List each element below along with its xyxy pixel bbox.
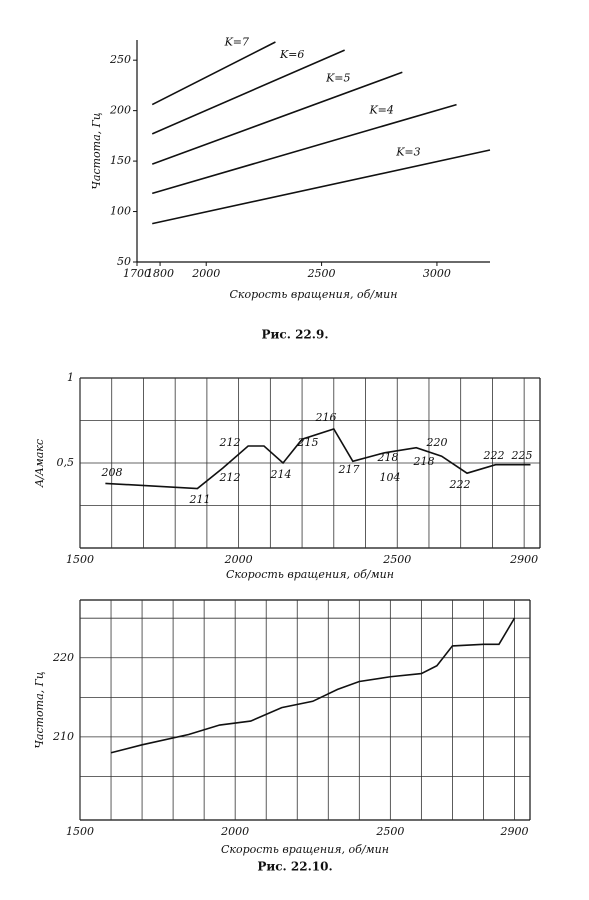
series-label: K=3 [395, 146, 420, 159]
y-tick-label: 50 [117, 255, 131, 268]
x-tick-label: 2500 [375, 825, 404, 838]
annotation: 218 [413, 455, 435, 468]
x-tick-label: 2900 [499, 825, 528, 838]
y-axis-label: Частота, Гц [33, 671, 46, 749]
annotation: 212 [219, 436, 241, 449]
y-axis-label: Частота, Гц [90, 112, 103, 190]
x-tick-label: 2500 [307, 267, 336, 280]
series-label: K=6 [279, 48, 304, 61]
annotation: 211 [189, 493, 211, 506]
annotation: 222 [483, 449, 505, 462]
y-tick-label: 250 [109, 53, 131, 66]
y-tick-label: 200 [109, 104, 131, 117]
annotation: 212 [219, 471, 241, 484]
annotation: 218 [377, 451, 399, 464]
x-tick-label: 3000 [423, 267, 451, 280]
caption: Рис. 22.10. [257, 860, 332, 874]
x-tick-label: 1500 [66, 553, 94, 566]
x-tick-label: 2500 [382, 553, 411, 566]
y-tick-label: 150 [110, 154, 131, 167]
x-tick-label: 2000 [191, 267, 220, 280]
x-tick-label: 1700 [123, 267, 151, 280]
x-axis-label: Скорость вращения, об/мин [226, 568, 394, 581]
x-tick-label: 2000 [224, 553, 253, 566]
data-line [151, 49, 345, 135]
annotation: 217 [338, 463, 360, 476]
series-label: K=7 [224, 36, 249, 49]
annotation: 216 [315, 411, 337, 424]
x-axis-label: Скорость вращения, об/мин [221, 843, 389, 856]
x-tick-label: 2000 [220, 825, 249, 838]
x-tick-label: 1800 [146, 267, 174, 280]
annotation: 220 [426, 436, 448, 449]
y-tick-label: 1 [67, 371, 74, 384]
data-line [152, 149, 491, 225]
y-tick-label: 100 [110, 205, 131, 218]
y-tick-label: 0,5 [57, 456, 75, 469]
y-tick-label: 220 [52, 651, 74, 664]
data-line [151, 41, 276, 106]
caption: Рис. 22.9. [262, 328, 329, 342]
data-line [105, 428, 531, 490]
y-tick-label: 210 [52, 730, 74, 743]
x-tick-label: 2900 [509, 553, 538, 566]
x-tick-label: 1500 [66, 825, 94, 838]
annotation: 104 [380, 471, 401, 484]
data-line [151, 71, 403, 165]
annotation: 215 [297, 436, 319, 449]
x-axis-label: Скорость вращения, об/мин [230, 288, 398, 301]
annotation: 214 [270, 468, 292, 481]
annotation: 222 [449, 478, 471, 491]
y-axis-label: A/Aмакс [33, 439, 46, 488]
data-line [152, 103, 457, 195]
annotation: 208 [101, 466, 123, 479]
series-label: K=4 [368, 103, 393, 116]
series-label: K=5 [325, 72, 350, 85]
data-line [110, 617, 516, 754]
annotation: 225 [511, 449, 533, 462]
